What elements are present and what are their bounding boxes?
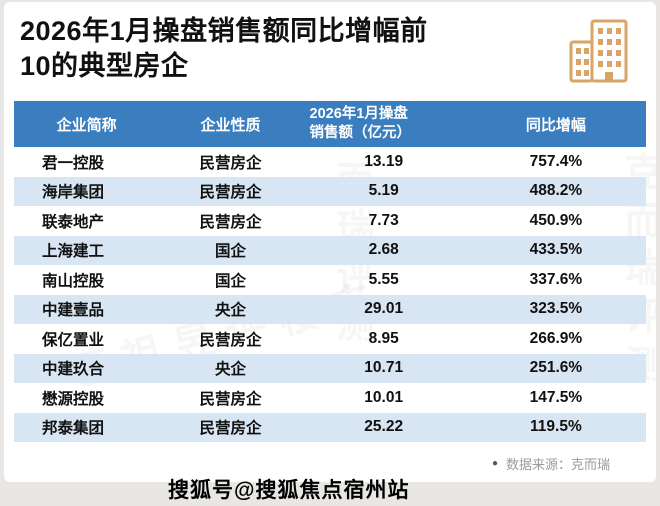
company-name: 联泰地产	[42, 213, 105, 231]
company-type: 民营房企	[199, 420, 262, 438]
company-type: 国企	[214, 243, 246, 261]
growth-value: 488.2%	[529, 182, 583, 200]
growth-value: 433.5%	[529, 241, 583, 259]
growth-value: 757.4%	[529, 152, 583, 170]
col-header-sales-line2: 销售额（亿元）	[309, 125, 412, 141]
table-row: 上海建工 国企 2.68 433.5%	[14, 235, 646, 265]
content-card: 2026年1月操盘销售额同比增幅前 10的典型房企	[4, 2, 656, 482]
table-row: 邦泰集团 民营房企 25.22 119.5%	[14, 412, 646, 442]
table-header-row: 企业简称 企业性质 2026年1月操盘 销售额（亿元） 同比增幅	[14, 101, 646, 147]
growth-value: 323.5%	[529, 300, 583, 318]
company-name: 中建玖合	[42, 361, 105, 379]
sales-value: 25.22	[364, 418, 404, 436]
company-type: 民营房企	[199, 213, 262, 231]
company-type: 央企	[214, 361, 246, 379]
company-type: 民营房企	[199, 390, 262, 408]
company-type: 国企	[214, 272, 246, 290]
sales-value: 5.55	[368, 270, 399, 288]
table-row: 联泰地产 民营房企 7.73 450.9%	[14, 206, 646, 236]
sales-value: 10.01	[364, 388, 404, 406]
sales-value: 29.01	[364, 300, 404, 318]
title-line-2: 10的典型房企	[20, 50, 189, 81]
table-row: 中建玖合 央企 10.71 251.6%	[14, 353, 646, 383]
data-source: ● 数据来源：克而瑞	[4, 454, 610, 473]
col-header-sales: 2026年1月操盘 销售额（亿元）	[302, 101, 466, 147]
growth-value: 450.9%	[529, 211, 583, 229]
table-row: 懋源控股 民营房企 10.01 147.5%	[14, 383, 646, 413]
company-name: 君一控股	[42, 154, 105, 172]
sales-value: 13.19	[364, 152, 404, 170]
table-row: 君一控股 民营房企 13.19 757.4%	[14, 147, 646, 177]
company-type: 民营房企	[199, 154, 262, 172]
table-row: 海岸集团 民营房企 5.19 488.2%	[14, 176, 646, 206]
col-header-sales-line1: 2026年1月操盘	[309, 106, 408, 123]
data-source-text: 数据来源：克而瑞	[505, 457, 610, 472]
company-name: 中建壹品	[42, 302, 105, 320]
company-type: 央企	[214, 302, 246, 320]
header-row: 2026年1月操盘销售额同比增幅前 10的典型房企	[4, 2, 656, 95]
company-type: 民营房企	[199, 331, 262, 349]
sales-table: 企业简称 企业性质 2026年1月操盘 销售额（亿元） 同比增幅 君一控股 民营…	[14, 101, 646, 442]
sales-value: 8.95	[368, 329, 399, 347]
sales-value: 10.71	[364, 359, 404, 377]
table-row: 中建壹品 央企 29.01 323.5%	[14, 294, 646, 324]
company-type: 民营房企	[199, 184, 262, 202]
col-header-growth: 同比增幅	[525, 116, 586, 134]
col-header-company: 企业简称	[56, 116, 117, 134]
sohu-platform-watermark: 搜狐号@搜狐焦点宿州站	[168, 479, 410, 502]
company-name: 上海建工	[42, 243, 105, 261]
page-title: 2026年1月操盘销售额同比增幅前 10的典型房企	[20, 14, 428, 83]
growth-value: 266.9%	[529, 329, 583, 347]
company-name: 海岸集团	[42, 184, 105, 202]
company-name: 南山控股	[42, 272, 105, 290]
company-name: 邦泰集团	[42, 420, 105, 438]
title-line-1: 2026年1月操盘销售额同比增幅前	[20, 16, 428, 46]
growth-value: 251.6%	[529, 359, 583, 377]
growth-value: 337.6%	[529, 270, 583, 288]
sales-value: 2.68	[368, 241, 399, 259]
sales-value: 5.19	[368, 182, 399, 200]
company-name: 懋源控股	[42, 390, 105, 408]
table-row: 保亿置业 民营房企 8.95 266.9%	[14, 324, 646, 354]
table-row: 南山控股 国企 5.55 337.6%	[14, 265, 646, 295]
col-header-type: 企业性质	[200, 116, 261, 134]
table-body: 君一控股 民营房企 13.19 757.4% 海岸集团 民营房企 5.19 48…	[14, 147, 646, 442]
company-name: 保亿置业	[42, 331, 105, 349]
growth-value: 119.5%	[530, 418, 582, 436]
building-icon	[562, 16, 636, 91]
bullet-icon: ●	[491, 458, 498, 469]
sales-value: 7.73	[368, 211, 399, 229]
growth-value: 147.5%	[529, 388, 583, 406]
